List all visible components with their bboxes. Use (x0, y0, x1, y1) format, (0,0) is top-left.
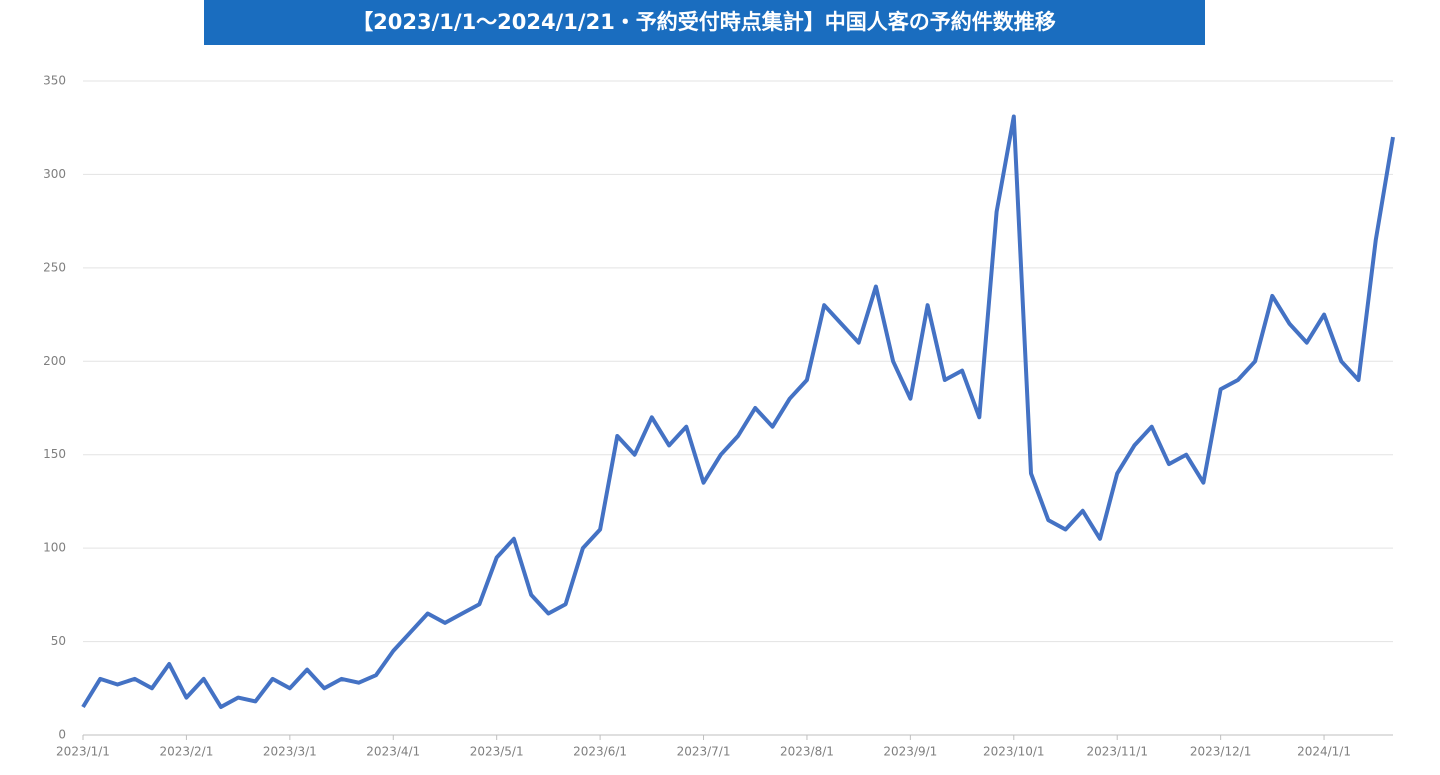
y-tick-label: 150 (43, 447, 66, 461)
x-tick-label: 2023/5/1 (470, 745, 524, 759)
x-tick-label: 2023/4/1 (366, 745, 420, 759)
x-tick-label: 2023/9/1 (883, 745, 937, 759)
y-tick-label: 200 (43, 354, 66, 368)
x-tick-label: 2023/10/1 (983, 745, 1045, 759)
x-tick-label: 2023/8/1 (780, 745, 834, 759)
title-banner (204, 0, 1205, 45)
x-tick-label: 2023/6/1 (573, 745, 627, 759)
y-tick-label: 300 (43, 167, 66, 181)
x-tick-label: 2023/7/1 (677, 745, 731, 759)
x-tick-label: 2023/3/1 (263, 745, 317, 759)
data-line (81, 114, 1395, 709)
x-tick-label: 2023/1/1 (56, 745, 110, 759)
y-tick-label: 250 (43, 260, 66, 274)
y-tick-label: 100 (43, 541, 66, 555)
chart-title: 【2023/1/1～2024/1/21・予約受付時点集計】中国人客の予約件数推移 (352, 10, 1056, 34)
y-tick-label: 50 (51, 634, 66, 648)
x-tick-label: 2023/2/1 (159, 745, 213, 759)
y-tick-label: 350 (43, 74, 66, 88)
y-tick-label: 0 (58, 728, 66, 742)
x-tick-label: 2023/11/1 (1086, 745, 1148, 759)
x-tick-label: 2023/12/1 (1190, 745, 1252, 759)
x-tick-label: 2024/1/1 (1297, 745, 1351, 759)
